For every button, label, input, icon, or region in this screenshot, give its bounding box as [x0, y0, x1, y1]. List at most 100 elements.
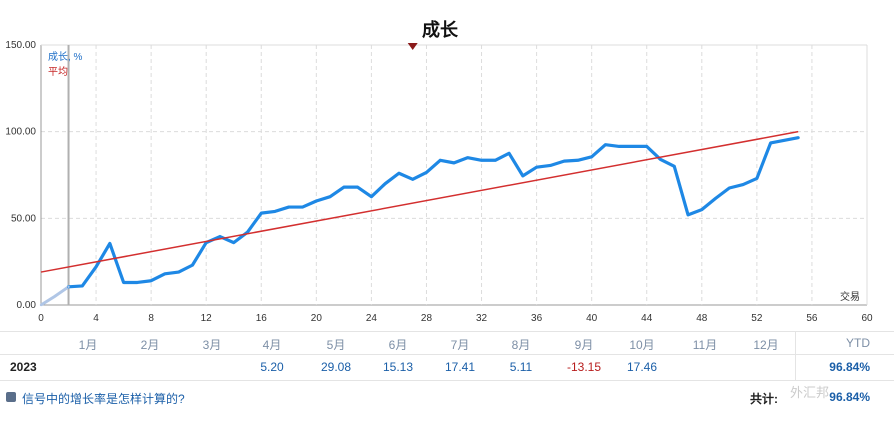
growth-point: [741, 183, 745, 186]
ytd-header: YTD: [846, 336, 870, 350]
growth-line: [66, 136, 800, 289]
growth-point: [383, 182, 387, 185]
growth-point: [549, 164, 552, 167]
growth-point: [659, 158, 662, 161]
month-label: 2月: [140, 338, 160, 352]
month-label: 10月: [629, 338, 655, 352]
growth-point: [108, 242, 112, 245]
legend-growth: 成长, %: [48, 51, 83, 63]
trade-marker-icon: [407, 43, 418, 50]
average-line: [40, 130, 799, 273]
x-tick-label: 16: [256, 313, 268, 324]
y-tick-label: 100.00: [5, 127, 36, 138]
chart-title: 成长: [422, 19, 459, 41]
x-tick-label: 36: [531, 313, 543, 324]
growth-point: [604, 143, 607, 146]
y-tick-label: 50.00: [11, 213, 36, 224]
growth-point: [686, 213, 690, 217]
month-value: 5.20: [260, 360, 284, 374]
month-value: 17.41: [444, 360, 476, 374]
legend-average: 平均: [48, 66, 68, 78]
y-tick-label: 0.00: [17, 300, 37, 311]
y-tick-label: 150.00: [5, 40, 36, 51]
month-label: 5月: [326, 338, 346, 352]
x-tick-label: 56: [806, 313, 818, 324]
ytd-value: 96.84%: [829, 360, 870, 374]
growth-point: [796, 136, 800, 139]
growth-point: [81, 284, 84, 288]
growth-point: [122, 281, 125, 284]
month-value: 29.08: [320, 360, 352, 374]
growth-point: [507, 152, 511, 155]
year-label: 2023: [10, 360, 37, 374]
series: [39, 130, 800, 307]
growth-point: [425, 171, 428, 174]
growth-point: [149, 279, 153, 282]
month-value: 17.46: [626, 360, 658, 374]
growth-point: [631, 145, 635, 148]
footer: 信号中的增长率是怎样计算的? 共计: 96.84%: [0, 388, 894, 410]
growth-point: [218, 235, 222, 238]
growth-point: [315, 199, 318, 203]
months-header: 1月 2月 3月 4月 5月 6月 7月 8月 9月 10月 11月 12月 YTD: [0, 331, 894, 355]
growth-point: [397, 172, 401, 175]
x-tick-label: 8: [148, 313, 154, 324]
growth-point: [480, 159, 483, 162]
growth-point: [273, 210, 277, 213]
month-label: 4月: [262, 338, 282, 352]
help-icon: [6, 392, 16, 402]
month-label: 8月: [511, 338, 531, 352]
x-tick-label: 60: [861, 313, 873, 324]
growth-point: [645, 145, 648, 148]
x-tick-label: 4: [93, 313, 99, 324]
x-tick-label: 0: [38, 313, 44, 324]
growth-point: [287, 205, 290, 209]
growth-point: [39, 303, 43, 307]
ytd-separator: [795, 331, 796, 381]
growth-point: [136, 281, 139, 284]
x-tick-label: 28: [421, 313, 433, 324]
month-label: 9月: [574, 338, 594, 352]
growth-point: [328, 195, 332, 198]
growth-point: [755, 177, 759, 180]
month-label: 1月: [78, 338, 98, 352]
month-label: 6月: [388, 338, 408, 352]
month-label: 3月: [202, 338, 222, 352]
growth-point: [232, 241, 235, 244]
year-row: 2023 5.20 29.08 15.13 17.41 5.11 -13.15 17.46 …: [0, 354, 894, 381]
growth-point: [728, 186, 731, 190]
month-label: 7月: [450, 338, 470, 352]
growth-point: [94, 265, 98, 269]
growth-calc-help-link[interactable]: 信号中的增长率是怎样计算的?: [22, 392, 185, 406]
growth-point: [618, 145, 621, 148]
growth-point: [177, 270, 180, 274]
growth-point: [163, 272, 167, 275]
growth-point: [494, 159, 497, 162]
growth-point: [370, 195, 373, 198]
total-value: 96.84%: [829, 390, 870, 404]
x-tick-label: 40: [586, 313, 598, 324]
growth-point: [590, 155, 593, 158]
x-tick-label: 20: [311, 313, 323, 324]
growth-point: [67, 285, 70, 288]
growth-point: [439, 159, 442, 162]
growth-point: [521, 174, 525, 178]
growth-point: [191, 263, 194, 267]
growth-point: [673, 165, 676, 168]
growth-point: [700, 208, 703, 211]
growth-point: [783, 139, 786, 142]
watermark: 外汇邦: [790, 386, 830, 401]
growth-point: [246, 231, 249, 234]
month-label: 11月: [692, 338, 718, 352]
growth-point: [301, 205, 304, 209]
month-value: 5.11: [509, 360, 533, 374]
growth-point: [53, 295, 56, 298]
growth-point: [562, 159, 566, 163]
growth-point: [714, 197, 717, 200]
total-label: 共计:: [750, 392, 778, 406]
x-tick-label: 44: [641, 313, 653, 324]
x-tick-label: 32: [476, 313, 488, 324]
growth-point: [260, 211, 263, 215]
